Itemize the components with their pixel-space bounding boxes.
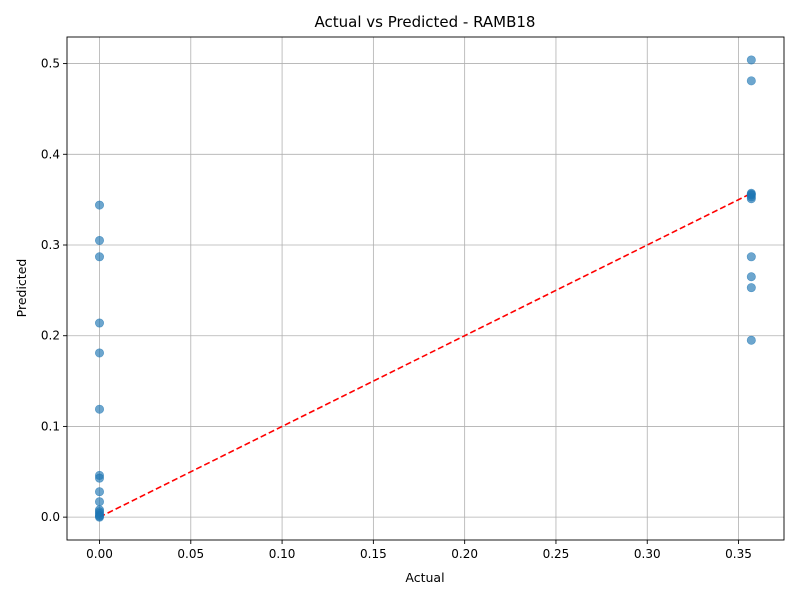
data-point (94, 473, 104, 483)
data-point (94, 348, 104, 358)
y-axis-label: Predicted (14, 259, 29, 318)
grid (67, 37, 784, 540)
x-tick-label: 0.05 (177, 547, 204, 561)
x-tick-label: 0.15 (360, 547, 387, 561)
y-axis-ticks: 0.0 0.1 0.2 0.3 0.4 0.5 (41, 57, 67, 524)
x-tick-label: 0.30 (634, 547, 661, 561)
y-tick-label: 0.4 (41, 147, 60, 161)
x-tick-label: 0.00 (86, 547, 113, 561)
data-point (94, 235, 104, 245)
data-point (94, 512, 104, 522)
data-point (94, 487, 104, 497)
reference-line (99, 192, 752, 518)
data-points (94, 55, 756, 522)
plot-area-frame (66, 36, 785, 541)
y-tick-label: 0.0 (41, 510, 60, 524)
x-tick-label: 0.20 (451, 547, 478, 561)
y-tick-label: 0.2 (41, 329, 60, 343)
chart-title: Actual vs Predicted - RAMB18 (315, 13, 536, 31)
data-point (746, 272, 756, 282)
x-tick-label: 0.35 (725, 547, 752, 561)
data-point (94, 404, 104, 414)
data-point (94, 497, 104, 507)
data-point (746, 76, 756, 86)
reference-line-group (99, 192, 752, 518)
data-point (746, 252, 756, 262)
data-point (94, 318, 104, 328)
data-point (746, 335, 756, 345)
y-tick-label: 0.1 (41, 419, 60, 433)
x-axis-label: Actual (405, 570, 444, 585)
y-tick-label: 0.3 (41, 238, 60, 252)
data-point (746, 194, 756, 204)
data-point (746, 55, 756, 65)
x-tick-label: 0.10 (269, 547, 296, 561)
x-axis-ticks: 0.00 0.05 0.10 0.15 0.20 0.25 0.30 0.35 (86, 540, 752, 561)
data-point (94, 200, 104, 210)
x-tick-label: 0.25 (543, 547, 570, 561)
data-point (746, 283, 756, 293)
data-point (94, 252, 104, 262)
y-tick-label: 0.5 (41, 57, 60, 71)
